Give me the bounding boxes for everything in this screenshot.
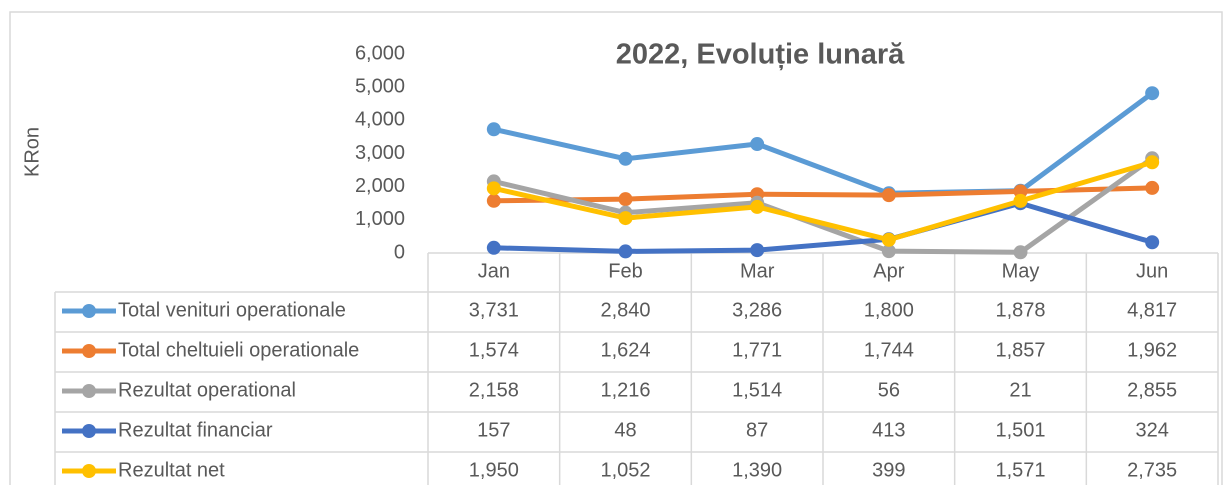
data-point	[486, 181, 501, 196]
x-tick-label: Mar	[740, 260, 775, 282]
table-cell: 1,574	[469, 339, 519, 361]
table-cell: 1,744	[864, 339, 914, 361]
table-cell: 1,501	[995, 419, 1045, 441]
table-cell: 1,390	[732, 459, 782, 481]
data-point	[486, 193, 501, 208]
y-tick-label: 3,000	[355, 142, 405, 164]
x-tick-label: Jun	[1136, 260, 1168, 282]
data-point	[881, 188, 896, 203]
legend-marker	[82, 344, 96, 358]
series-line	[493, 156, 1154, 255]
y-tick-label: 6,000	[355, 42, 405, 64]
legend-marker	[82, 424, 96, 438]
table-cell: 157	[477, 419, 510, 441]
y-tick-label: 1,000	[355, 208, 405, 230]
data-point	[1145, 235, 1160, 250]
table-cell: 1,052	[600, 459, 650, 481]
legend-marker	[82, 304, 96, 318]
table-cell: 399	[872, 459, 905, 481]
data-point	[618, 151, 633, 166]
legend-label: Total venituri operationale	[118, 299, 346, 321]
table-cell: 56	[878, 379, 900, 401]
y-axis-label: KRon	[21, 127, 43, 177]
data-point	[1145, 155, 1160, 170]
table-cell: 1,514	[732, 379, 782, 401]
table-cell: 2,735	[1127, 459, 1177, 481]
y-tick-label: 2,000	[355, 175, 405, 197]
table-cell: 3,286	[732, 299, 782, 321]
x-tick-label: May	[1002, 260, 1040, 282]
table-cell: 1,962	[1127, 339, 1177, 361]
data-point	[1145, 180, 1160, 195]
table-cell: 2,840	[600, 299, 650, 321]
data-point	[750, 243, 765, 258]
data-point	[881, 244, 896, 259]
data-point	[1013, 193, 1028, 208]
data-point	[1013, 245, 1028, 260]
x-tick-label: Apr	[873, 260, 904, 282]
chart-title: 2022, Evoluție lunară	[616, 39, 905, 71]
y-tick-label: 4,000	[355, 109, 405, 131]
table-cell: 1,857	[995, 339, 1045, 361]
legend-label: Rezultat financiar	[118, 419, 273, 441]
series-line	[493, 185, 1153, 204]
table-cell: 1,571	[995, 459, 1045, 481]
table-cell: 324	[1135, 419, 1168, 441]
table-cell: 1,878	[995, 299, 1045, 321]
table-cell: 1,624	[600, 339, 650, 361]
data-point	[618, 192, 633, 207]
data-point	[486, 122, 501, 137]
x-tick-label: Feb	[608, 260, 642, 282]
table-cell: 413	[872, 419, 905, 441]
data-point	[618, 211, 633, 226]
y-tick-label: 5,000	[355, 75, 405, 97]
y-tick-label: 0	[394, 241, 405, 263]
table-cell: 1,216	[600, 379, 650, 401]
table-cell: 48	[614, 419, 636, 441]
legend-marker	[82, 384, 96, 398]
series-line	[493, 200, 1153, 254]
legend-label: Rezultat net	[118, 459, 225, 481]
table-cell: 1,950	[469, 459, 519, 481]
table-cell: 3,731	[469, 299, 519, 321]
data-point	[1145, 86, 1160, 101]
legend-label: Total cheltuieli operationale	[118, 339, 359, 361]
series-line	[493, 159, 1153, 243]
table-cell: 87	[746, 419, 768, 441]
table-cell: 1,800	[864, 299, 914, 321]
data-point	[486, 240, 501, 255]
series-line	[493, 91, 1154, 196]
table-cell: 2,855	[1127, 379, 1177, 401]
data-point	[750, 137, 765, 152]
legend-label: Rezultat operational	[118, 379, 296, 401]
x-tick-label: Jan	[478, 260, 510, 282]
chart-border	[9, 11, 1223, 485]
table-cell: 4,817	[1127, 299, 1177, 321]
table-cell: 1,771	[732, 339, 782, 361]
data-point	[618, 244, 633, 259]
data-point	[881, 232, 896, 247]
legend-marker	[82, 464, 96, 478]
table-cell: 21	[1009, 379, 1031, 401]
data-point	[750, 199, 765, 214]
table-cell: 2,158	[469, 379, 519, 401]
